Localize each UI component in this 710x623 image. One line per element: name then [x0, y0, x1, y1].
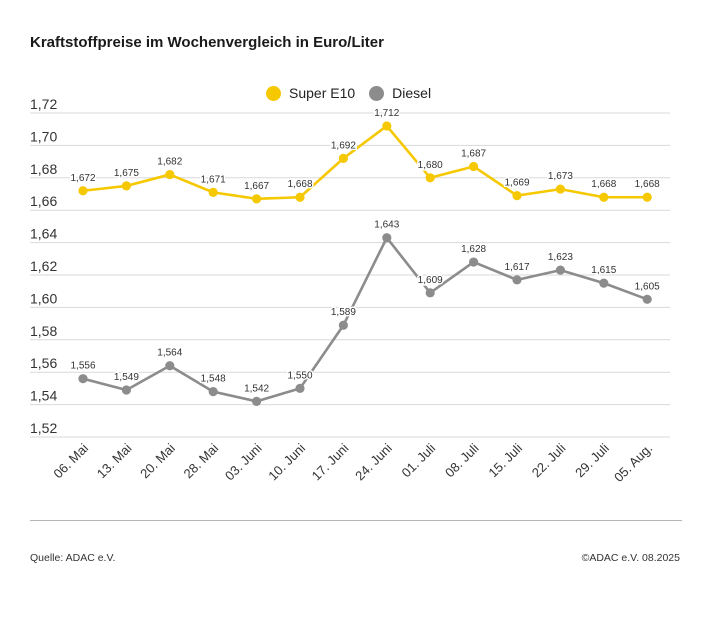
series-line-diesel	[81, 236, 649, 403]
y-tick-label: 1,56	[30, 355, 57, 371]
data-label-diesel: 1,550	[287, 370, 312, 381]
data-point-super-e10	[208, 187, 218, 197]
data-point-super-e10	[642, 192, 652, 202]
data-label-diesel: 1,643	[374, 220, 399, 231]
data-label-diesel: 1,542	[244, 383, 269, 394]
legend-marker-super-e10	[266, 85, 281, 101]
data-point-diesel	[382, 233, 392, 243]
footer-divider	[30, 520, 682, 521]
legend-marker-diesel	[369, 85, 385, 101]
data-point-diesel	[469, 257, 479, 267]
source-note: Quelle: ADAC e.V.	[30, 552, 116, 564]
data-label-super-e10: 1,668	[591, 179, 616, 190]
data-point-diesel	[208, 387, 218, 397]
x-tick-label: 13. Mai	[94, 440, 135, 481]
series-line-super-e10	[81, 124, 649, 201]
data-label-super-e10: 1,680	[418, 160, 443, 171]
data-point-super-e10	[295, 192, 305, 202]
data-point-super-e10	[599, 192, 609, 202]
data-point-super-e10	[165, 169, 175, 180]
x-tick-label: 15. Juli	[485, 440, 525, 480]
data-point-super-e10	[555, 184, 566, 194]
data-point-super-e10	[121, 181, 131, 191]
data-point-diesel	[78, 374, 88, 384]
data-label-super-e10: 1,672	[70, 173, 95, 184]
data-label-super-e10: 1,712	[374, 108, 399, 119]
data-label-super-e10: 1,669	[504, 178, 529, 189]
x-tick-label: 24. Juni	[352, 440, 395, 483]
data-point-diesel	[165, 361, 175, 371]
data-label-diesel: 1,615	[591, 265, 616, 276]
data-label-diesel: 1,628	[461, 244, 486, 255]
y-tick-label: 1,72	[30, 96, 57, 112]
x-tick-label: 28. Mai	[181, 440, 222, 481]
x-tick-label: 06. Mai	[50, 440, 91, 481]
y-tick-label: 1,68	[30, 161, 57, 177]
legend-label-diesel: Diesel	[392, 85, 432, 101]
data-point-super-e10	[469, 161, 479, 172]
data-point-diesel	[252, 396, 262, 406]
data-point-diesel	[295, 383, 305, 393]
legend-label-super-e10: Super E10	[289, 85, 356, 101]
data-label-super-e10: 1,671	[201, 174, 226, 185]
y-tick-label: 1,62	[30, 258, 57, 274]
data-label-super-e10: 1,692	[331, 140, 356, 151]
y-tick-label: 1,58	[30, 323, 57, 339]
y-tick-label: 1,60	[30, 290, 57, 306]
data-label-super-e10: 1,668	[287, 179, 312, 190]
chart-title: Kraftstoffpreise im Wochenvergleich in E…	[30, 34, 384, 51]
data-label-diesel: 1,623	[548, 252, 573, 263]
data-label-super-e10: 1,673	[548, 171, 573, 182]
legend-item-diesel: Diesel	[369, 85, 431, 101]
y-tick-label: 1,66	[30, 193, 57, 209]
x-tick-label: 22. Juli	[529, 440, 569, 480]
y-tick-label: 1,70	[30, 128, 57, 144]
data-point-diesel	[642, 294, 652, 304]
data-label-diesel: 1,605	[635, 281, 660, 292]
data-point-super-e10	[382, 121, 392, 131]
data-point-super-e10	[512, 191, 522, 201]
data-label-super-e10: 1,675	[114, 168, 139, 179]
data-label-diesel: 1,556	[70, 361, 95, 372]
x-tick-label: 29. Juli	[572, 440, 612, 480]
data-point-super-e10	[425, 173, 435, 183]
x-tick-label: 03. Juni	[222, 440, 265, 483]
data-label-super-e10: 1,687	[461, 148, 486, 159]
legend-item-super-e10: Super E10	[266, 85, 355, 101]
x-tick-label: 01. Juli	[399, 440, 439, 480]
data-point-diesel	[555, 265, 566, 275]
x-tick-label: 05. Aug.	[611, 441, 655, 485]
data-point-super-e10	[252, 194, 262, 204]
data-label-diesel: 1,589	[331, 307, 356, 318]
copyright-note: ©ADAC e.V. 08.2025	[581, 552, 680, 564]
data-label-diesel: 1,564	[157, 348, 182, 359]
data-point-super-e10	[78, 186, 88, 196]
legend: Super E10 Diesel	[266, 85, 445, 101]
data-point-diesel	[512, 275, 522, 285]
x-tick-label: 17. Juni	[309, 440, 352, 483]
y-tick-label: 1,52	[30, 420, 57, 436]
x-tick-label: 08. Juli	[442, 440, 482, 480]
data-label-super-e10: 1,682	[157, 157, 182, 168]
data-point-diesel	[338, 320, 348, 330]
y-tick-label: 1,64	[30, 226, 57, 242]
data-label-diesel: 1,617	[504, 262, 529, 273]
data-point-super-e10	[338, 153, 348, 163]
data-point-diesel	[425, 288, 435, 298]
data-label-diesel: 1,548	[201, 374, 226, 385]
data-label-super-e10: 1,667	[244, 181, 269, 192]
x-tick-label: 10. Juni	[265, 440, 308, 483]
x-tick-label: 20. Mai	[137, 440, 178, 481]
data-point-diesel	[121, 385, 131, 395]
y-tick-label: 1,54	[30, 388, 57, 404]
data-label-super-e10: 1,668	[635, 179, 660, 190]
data-label-diesel: 1,549	[114, 372, 139, 383]
data-point-diesel	[599, 278, 609, 288]
data-label-diesel: 1,609	[418, 275, 443, 286]
